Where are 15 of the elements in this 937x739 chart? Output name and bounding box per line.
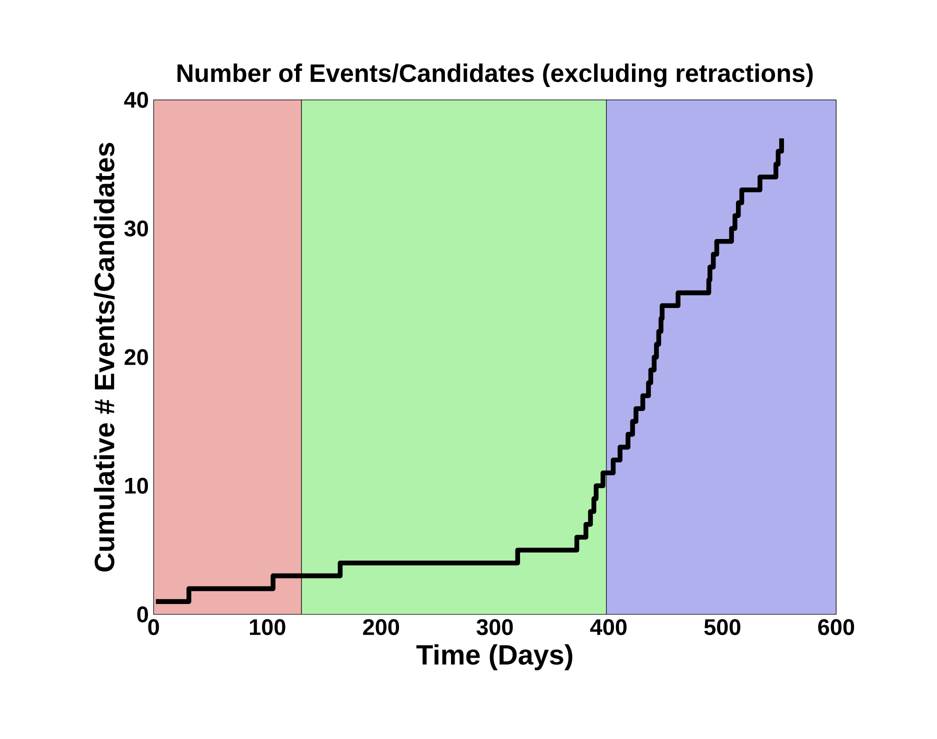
y-tick-label: 10 bbox=[125, 478, 148, 494]
y-tick-label: 20 bbox=[124, 349, 148, 366]
chart-title: Number of Events/Candidates (excluding retractions) bbox=[178, 63, 813, 88]
y-axis-title: Cumulative # Events/Candidates bbox=[94, 142, 115, 572]
x-tick-label: 400 bbox=[590, 618, 627, 635]
x-tick-label: 100 bbox=[250, 618, 286, 635]
x-tick-label: 200 bbox=[363, 618, 400, 635]
y-tick-label: 30 bbox=[124, 220, 148, 236]
x-tick-label: 300 bbox=[476, 618, 513, 636]
x-tick-label: 600 bbox=[818, 618, 854, 635]
x-tick-label: 500 bbox=[704, 618, 740, 635]
x-tick-label: 0 bbox=[148, 618, 159, 635]
y-tick-label: 0 bbox=[137, 606, 148, 622]
y-tick-label: 40 bbox=[124, 92, 148, 108]
x-axis-title: Time (Days) bbox=[416, 644, 572, 670]
